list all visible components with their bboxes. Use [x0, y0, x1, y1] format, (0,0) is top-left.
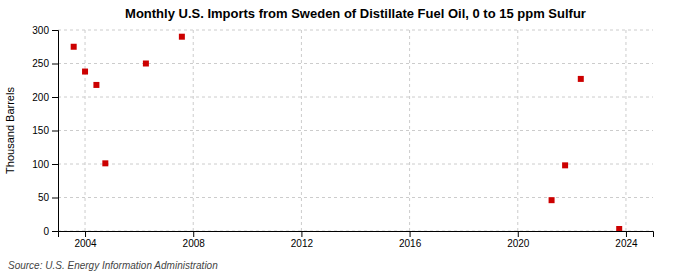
- y-tick-mark: [52, 97, 58, 98]
- grid-line-x: [517, 30, 518, 231]
- grid: [58, 30, 653, 231]
- x-tick-label: 2012: [291, 238, 314, 249]
- point: [82, 69, 88, 75]
- y-tick: 300: [32, 25, 58, 36]
- grid-line-x: [625, 30, 626, 231]
- x-tick-mark: [518, 231, 519, 237]
- x-axis: 2004 2008 2012 2016 2020 2024: [59, 231, 654, 249]
- point: [143, 61, 149, 67]
- grid-line-x: [409, 30, 410, 231]
- x-tick: 2016: [399, 231, 422, 249]
- x-tick-mark: [626, 231, 627, 237]
- x-tick: 2004: [74, 231, 97, 249]
- point: [179, 34, 185, 40]
- y-tick-label: 300: [32, 25, 49, 36]
- y-tick-label: 150: [32, 125, 49, 136]
- point: [578, 76, 584, 82]
- y-tick-mark: [52, 198, 58, 199]
- source-note: Source: U.S. Energy Information Administ…: [8, 260, 218, 271]
- grid-line-x: [301, 30, 302, 231]
- point: [562, 162, 568, 168]
- x-axis-line: [59, 232, 654, 238]
- x-tick-label: 2020: [507, 238, 530, 249]
- point: [93, 82, 99, 88]
- points: [71, 34, 623, 231]
- title: Monthly U.S. Imports from Sweden of Dist…: [125, 6, 586, 21]
- y-tick-label: 0: [43, 226, 49, 237]
- y-axis-title: Thousand Barrels: [4, 87, 16, 174]
- x-tick-label: 2024: [615, 238, 638, 249]
- y-tick-mark: [52, 164, 58, 165]
- y-tick-mark: [52, 131, 58, 132]
- x-tick: 2020: [507, 231, 530, 249]
- y-tick-label: 100: [32, 159, 49, 170]
- chart: 2004 2008 2012 2016 2020 2024 0 50 100 150 200 250 3…: [0, 0, 675, 275]
- x-tick-label: 2016: [399, 238, 422, 249]
- y-tick-label: 200: [32, 92, 49, 103]
- grid-line-y: [58, 97, 653, 98]
- grid-line-y: [58, 197, 653, 198]
- y-tick: 200: [32, 92, 58, 103]
- x-tick-mark: [410, 231, 411, 237]
- y-tick: 150: [32, 125, 58, 136]
- y-tick-label: 250: [32, 58, 49, 69]
- point: [549, 197, 555, 203]
- y-tick: 100: [32, 159, 58, 170]
- x-tick-label: 2008: [183, 238, 206, 249]
- x-tick: 2024: [615, 231, 638, 249]
- y-tick-mark: [52, 64, 58, 65]
- point: [71, 44, 77, 50]
- x-tick-label: 2004: [74, 238, 97, 249]
- grid-line-y: [58, 130, 653, 131]
- y-tick: 50: [38, 192, 58, 203]
- grid-line-y: [58, 30, 653, 31]
- y-tick-mark: [52, 231, 58, 232]
- y-tick-mark: [52, 30, 58, 31]
- x-tick-mark: [85, 231, 86, 237]
- x-tick-mark: [301, 231, 302, 237]
- point: [102, 160, 108, 166]
- x-tick: 2008: [183, 231, 206, 249]
- y-axis-line: [52, 31, 59, 232]
- y-tick: 250: [32, 58, 58, 69]
- y-tick: 0: [43, 226, 58, 237]
- x-tick: 2012: [291, 231, 314, 249]
- y-tick-label: 50: [38, 192, 50, 203]
- plot: 2004 2008 2012 2016 2020 2024 0 50 100 150 200 250 3…: [32, 25, 653, 249]
- y-axis: 0 50 100 150 200 250 300: [32, 25, 58, 237]
- point: [616, 226, 622, 231]
- x-tick-mark: [193, 231, 194, 237]
